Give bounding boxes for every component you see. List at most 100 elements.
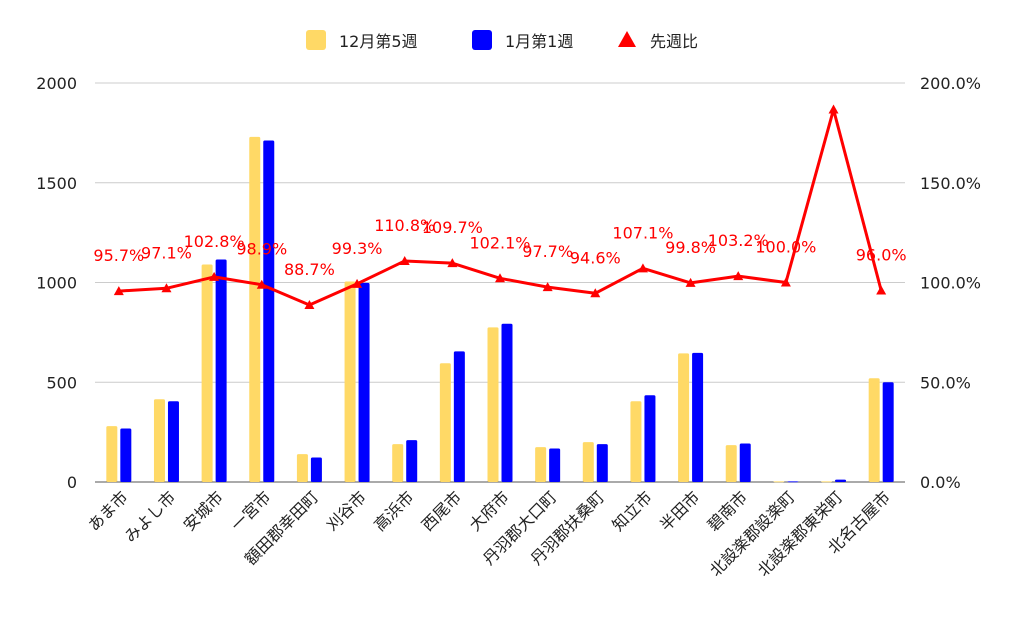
- bar: [773, 481, 785, 483]
- bar: [358, 282, 370, 482]
- data-label: 102.8%: [184, 232, 245, 251]
- data-labels: 95.7%97.1%102.8%98.9%88.7% 99.3% 110.8%109…: [93, 216, 906, 279]
- data-label: 94.6%: [570, 248, 621, 267]
- bar: [201, 264, 213, 482]
- data-label: 95.7%: [93, 246, 144, 265]
- data-label: 98.9%: [236, 240, 287, 259]
- line-point-marker: [542, 282, 553, 292]
- bar: [392, 444, 404, 482]
- x-tick-label: みよし市: [121, 487, 180, 546]
- y-right-tick-label: 150.0%: [920, 174, 981, 193]
- x-tick-label: 刈谷市: [323, 487, 370, 534]
- bar: [153, 399, 165, 482]
- bar: [296, 454, 308, 482]
- bar: [344, 281, 356, 482]
- bar: [439, 363, 451, 482]
- line-point-marker: [352, 278, 363, 288]
- bar: [215, 259, 227, 482]
- line-point-marker: [780, 277, 791, 287]
- bar: [739, 443, 751, 482]
- line-point-marker: [209, 271, 220, 281]
- x-tick-label: 高浜市: [370, 487, 417, 534]
- x-tick-label: 半田市: [656, 487, 703, 534]
- bar: [549, 448, 561, 482]
- data-label: 103.2%: [708, 231, 769, 250]
- y-right-tick-label: 200.0%: [920, 74, 981, 93]
- x-tick-label: 西尾市: [418, 487, 465, 534]
- line-point-marker: [637, 263, 648, 273]
- line-point-marker: [590, 288, 601, 298]
- data-label: 88.7%: [284, 260, 335, 279]
- line-point-marker: [685, 277, 696, 287]
- bar: [868, 378, 880, 482]
- legend-label: 先週比: [650, 32, 698, 51]
- line-point-marker: [828, 104, 839, 114]
- data-label: 102.1%: [469, 233, 530, 252]
- bar: [582, 442, 594, 482]
- x-tick-label: 安城市: [180, 487, 227, 534]
- bar: [167, 401, 179, 482]
- bar: [406, 440, 418, 482]
- bar: [821, 481, 833, 483]
- y-axis-left: 0 500 1000 1500 2000: [36, 74, 77, 492]
- line-point-marker: [256, 279, 267, 289]
- bar: [501, 323, 513, 482]
- bar: [835, 479, 847, 482]
- bar: [630, 401, 642, 482]
- gridlines: [95, 82, 905, 483]
- x-tick-label: 北設楽郡設楽町: [706, 487, 799, 580]
- bar: [596, 444, 608, 482]
- bar: [678, 353, 690, 482]
- bars: [106, 136, 894, 483]
- data-label: 100.0%: [755, 238, 816, 257]
- data-label: 97.1%: [141, 243, 192, 262]
- bar: [120, 428, 132, 482]
- y-left-tick-label: 1000: [36, 274, 77, 293]
- legend-swatch: [472, 30, 492, 50]
- y-left-tick-label: 500: [46, 373, 77, 392]
- bar: [535, 447, 547, 482]
- bar: [725, 445, 737, 482]
- line-point-marker: [447, 258, 458, 268]
- bar: [263, 140, 275, 482]
- line-point-marker: [113, 286, 124, 296]
- line-point-marker: [495, 273, 505, 283]
- data-label: 99.8%: [665, 238, 716, 257]
- legend-swatch: [618, 31, 636, 47]
- legend: 12月第5週 1月第1週 先週比: [306, 30, 698, 51]
- y-right-tick-label: 0.0%: [920, 473, 961, 492]
- x-tick-label: 北設楽郡東栄町: [754, 487, 847, 580]
- y-right-tick-label: 100.0%: [920, 274, 981, 293]
- data-label: 107.1%: [612, 223, 673, 242]
- data-label: 109.7%: [422, 218, 483, 237]
- data-label: 97.7%: [522, 242, 573, 261]
- bar: [882, 382, 894, 482]
- data-label: 110.8%: [374, 216, 435, 235]
- bar: [310, 457, 322, 482]
- bar: [249, 136, 261, 483]
- data-label: 96.0%: [856, 245, 907, 264]
- bar: [106, 426, 118, 482]
- x-tick-label: 知立市: [608, 487, 655, 534]
- bar: [644, 395, 656, 482]
- line-point-marker: [399, 255, 410, 265]
- legend-swatch: [306, 30, 326, 50]
- bar: [453, 351, 465, 482]
- y-axis-right: 0.0% 50.0% 100.0% 150.0% 200.0%: [920, 74, 981, 492]
- line-point-marker: [733, 271, 744, 281]
- line-point-marker: [161, 283, 172, 293]
- bar: [487, 327, 499, 482]
- line-point-marker: [876, 285, 887, 295]
- ratio-line: [113, 104, 887, 310]
- bar: [692, 352, 704, 482]
- y-right-tick-label: 50.0%: [920, 373, 971, 392]
- bar: [787, 481, 799, 483]
- y-left-tick-label: 2000: [36, 74, 77, 93]
- legend-label: 12月第5週: [339, 32, 418, 51]
- y-left-tick-label: 1500: [36, 174, 77, 193]
- data-label: 99.3%: [332, 239, 383, 258]
- legend-label: 1月第1週: [505, 32, 573, 51]
- y-left-tick-label: 0: [67, 473, 77, 492]
